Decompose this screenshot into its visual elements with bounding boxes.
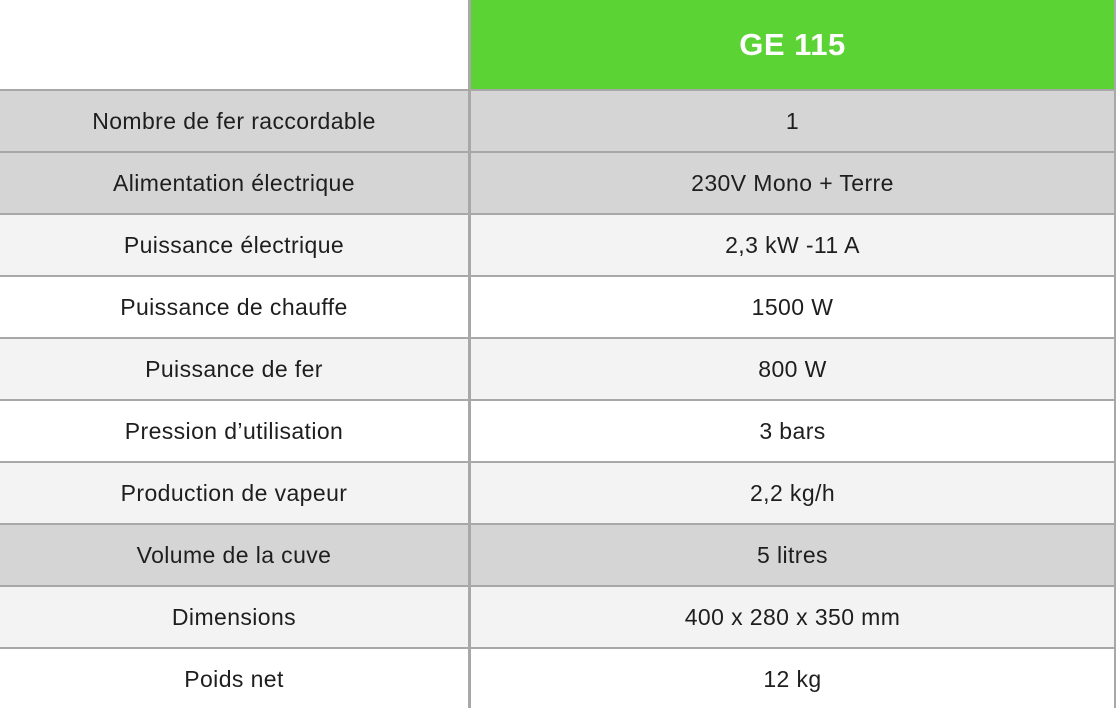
header-empty-cell	[0, 0, 471, 89]
spec-value: 2,2 kg/h	[471, 463, 1114, 523]
spec-value: 230V Mono + Terre	[471, 153, 1114, 213]
table-row: Puissance de chauffe 1500 W	[0, 275, 1114, 337]
table-row: Puissance de fer 800 W	[0, 337, 1114, 399]
spec-label: Puissance électrique	[0, 215, 471, 275]
spec-label: Production de vapeur	[0, 463, 471, 523]
spec-value: 800 W	[471, 339, 1114, 399]
table-row: Dimensions 400 x 280 x 350 mm	[0, 585, 1114, 647]
spec-label: Puissance de fer	[0, 339, 471, 399]
product-header-cell: GE 115	[471, 0, 1114, 89]
table-row: Production de vapeur 2,2 kg/h	[0, 461, 1114, 523]
spec-value: 400 x 280 x 350 mm	[471, 587, 1114, 647]
table-row: Nombre de fer raccordable 1	[0, 89, 1114, 151]
spec-value: 1	[471, 91, 1114, 151]
spec-value: 5 litres	[471, 525, 1114, 585]
product-name: GE 115	[739, 26, 846, 62]
spec-value: 1500 W	[471, 277, 1114, 337]
spec-value: 3 bars	[471, 401, 1114, 461]
spec-label: Pression d’utilisation	[0, 401, 471, 461]
table-row: Puissance électrique 2,3 kW -11 A	[0, 213, 1114, 275]
spec-label: Alimentation électrique	[0, 153, 471, 213]
spec-label: Volume de la cuve	[0, 525, 471, 585]
table-row: Volume de la cuve 5 litres	[0, 523, 1114, 585]
spec-label: Dimensions	[0, 587, 471, 647]
table-row: Poids net 12 kg	[0, 647, 1114, 708]
table-row: Pression d’utilisation 3 bars	[0, 399, 1114, 461]
table-row: Alimentation électrique 230V Mono + Terr…	[0, 151, 1114, 213]
spec-label: Nombre de fer raccordable	[0, 91, 471, 151]
spec-value: 2,3 kW -11 A	[471, 215, 1114, 275]
spec-label: Poids net	[0, 649, 471, 708]
table-header-row: GE 115	[0, 0, 1114, 89]
spec-value: 12 kg	[471, 649, 1114, 708]
spec-label: Puissance de chauffe	[0, 277, 471, 337]
